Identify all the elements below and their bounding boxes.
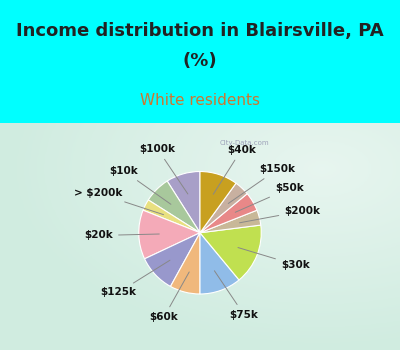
Text: $60k: $60k: [150, 272, 189, 322]
Text: $125k: $125k: [100, 260, 170, 297]
Text: $30k: $30k: [238, 247, 310, 270]
Wedge shape: [144, 233, 200, 286]
Wedge shape: [170, 233, 200, 294]
Wedge shape: [143, 200, 200, 233]
Wedge shape: [200, 194, 257, 233]
Text: $200k: $200k: [240, 206, 320, 223]
Wedge shape: [139, 210, 200, 259]
Text: $100k: $100k: [140, 144, 188, 194]
Text: City-Data.com: City-Data.com: [219, 140, 269, 146]
Text: $50k: $50k: [235, 183, 304, 212]
Text: $75k: $75k: [214, 271, 258, 320]
Text: White residents: White residents: [140, 93, 260, 108]
Text: $40k: $40k: [213, 145, 256, 194]
Wedge shape: [200, 233, 239, 294]
Text: $20k: $20k: [84, 231, 159, 240]
Wedge shape: [200, 210, 261, 233]
Wedge shape: [200, 225, 261, 280]
Wedge shape: [167, 172, 200, 233]
Text: $150k: $150k: [228, 164, 296, 203]
Text: $10k: $10k: [110, 166, 171, 204]
Wedge shape: [200, 172, 236, 233]
Text: > $200k: > $200k: [74, 188, 164, 215]
Wedge shape: [148, 181, 200, 233]
Text: Income distribution in Blairsville, PA: Income distribution in Blairsville, PA: [16, 22, 384, 40]
Wedge shape: [200, 183, 247, 233]
Text: (%): (%): [183, 52, 217, 70]
